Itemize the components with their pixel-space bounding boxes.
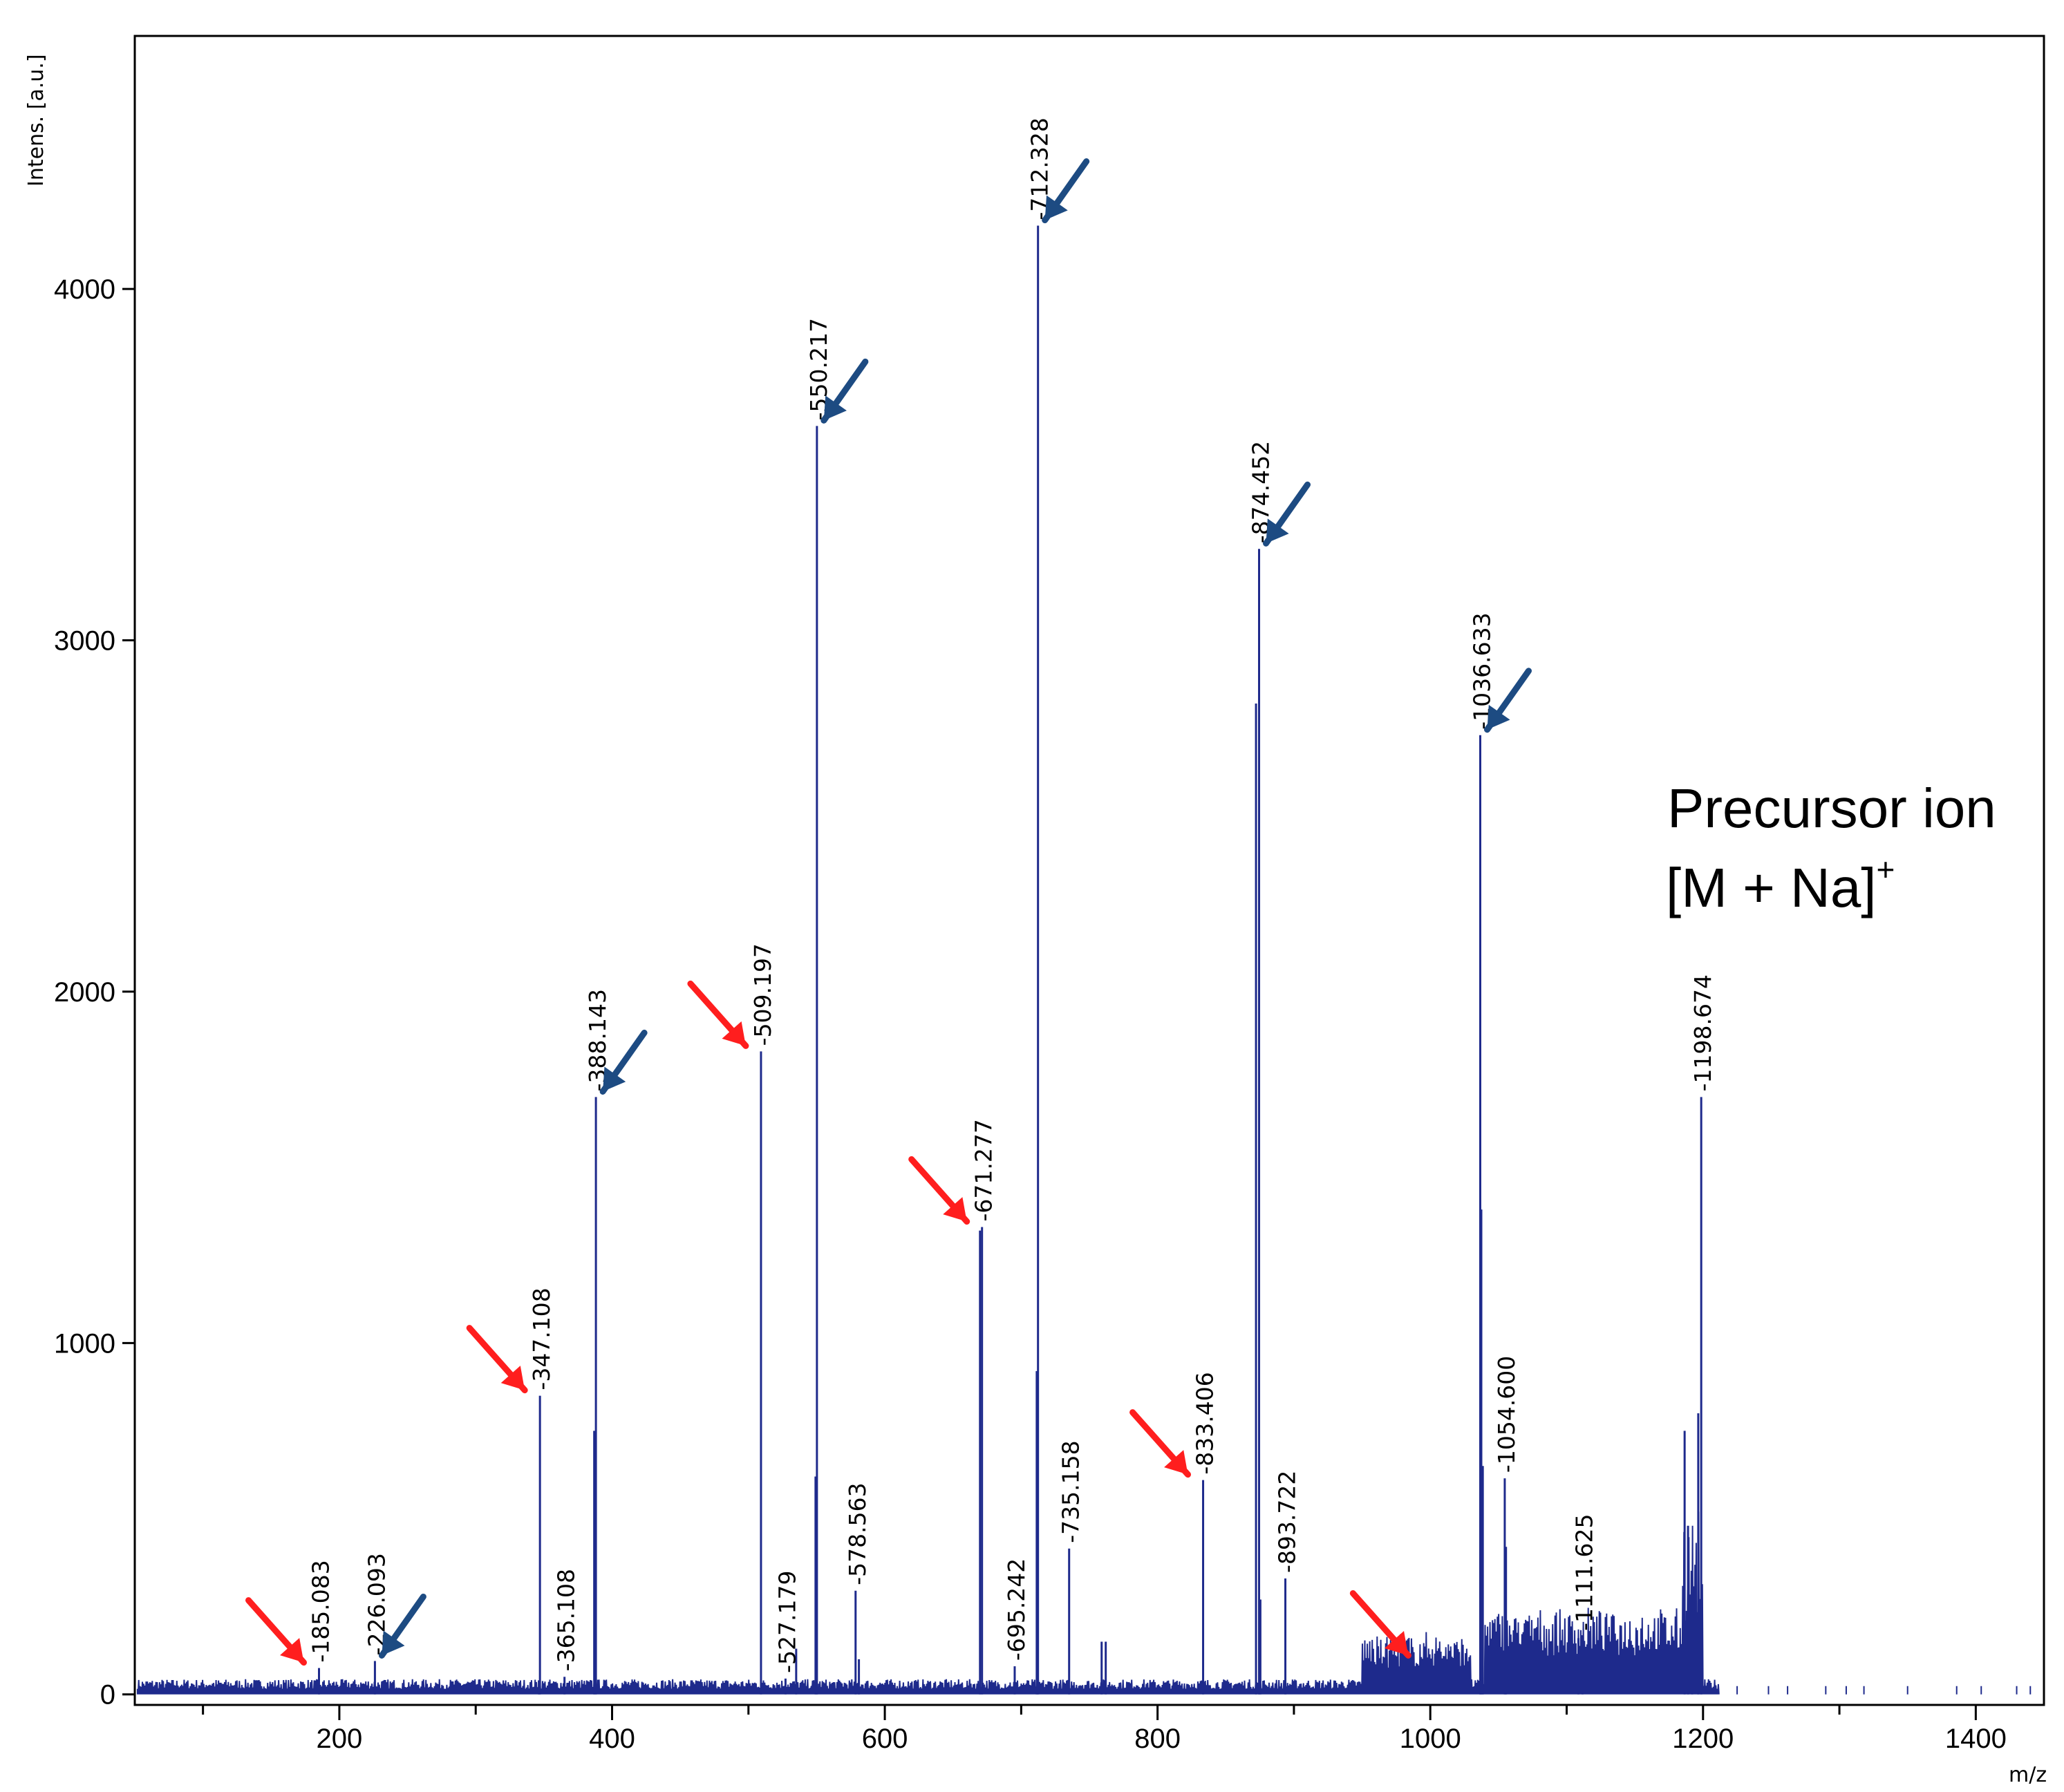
peak-label: -365.108 [553,1569,580,1671]
precursor-formula-charge: + [1877,851,1895,887]
peak-label: -1054.600 [1493,1356,1520,1473]
y-tick-label: 2000 [54,977,115,1008]
red-arrow [466,1325,528,1394]
precursor-ion-label: Precursor ion [1667,777,1996,839]
blue-arrow [1483,668,1532,733]
y-tick-label: 1000 [54,1328,115,1359]
x-axis-label: m/z [2009,1763,2047,1787]
arrow-head [1487,704,1510,730]
arrow-head [280,1638,304,1663]
red-arrow [1349,1590,1411,1659]
x-tick-label: 800 [1134,1724,1181,1754]
arrow-head [382,1630,405,1656]
baseline-noise-trace [136,1511,1720,1695]
x-tick-label: 200 [317,1724,363,1754]
peak-label: -527.179 [773,1570,800,1672]
blue-arrow [599,1029,648,1095]
arrow-head [823,395,847,421]
peak-label: -671.277 [970,1119,997,1221]
red-arrow [908,1156,970,1225]
y-tick-label: 4000 [54,274,115,305]
arrow-head [943,1197,967,1222]
arrow-head [1044,195,1068,220]
arrow-head [1164,1450,1188,1475]
blue-arrow [820,358,869,424]
annotation-arrows [245,158,1532,1666]
axis-ticks: 0 1000 2000 3000 4000 200 400 600 800 1000 1200 140… [54,274,2007,1754]
peak-label: -578.563 [844,1482,871,1585]
x-tick-label: 1400 [1945,1724,2007,1754]
blue-arrow [378,1593,426,1659]
red-arrow [687,980,749,1049]
peak-label: -695.242 [1003,1558,1030,1661]
y-tick-label: 3000 [54,625,115,656]
precursor-formula-label: [M + Na]+ [1666,851,1895,918]
arrow-head [1384,1631,1409,1656]
baseline-noise [136,1511,2032,1695]
x-tick-label: 1200 [1672,1724,1734,1754]
spectrum-peaks [317,225,1702,1695]
peak-label: -735.158 [1058,1440,1085,1543]
x-tick-label: 1000 [1400,1724,1461,1754]
plot-frame [133,35,2045,1706]
arrow-head [500,1366,525,1390]
arrow-head [722,1021,746,1046]
red-arrow [1129,1409,1192,1478]
peak-label: -185.083 [307,1560,334,1662]
arrow-head [1266,518,1289,544]
peak-label: -893.722 [1274,1471,1301,1573]
blue-arrow [1263,481,1311,547]
y-axis-label: Intens. [a.u.] [24,54,48,187]
arrow-head [603,1066,626,1092]
peak-label: -1111.625 [1570,1513,1597,1630]
red-arrow [245,1597,307,1666]
peak-label: -509.197 [749,943,776,1046]
peak-label: -1198.674 [1689,974,1716,1091]
x-tick-label: 400 [589,1724,635,1754]
blue-arrow [1042,158,1090,224]
precursor-formula-main: [M + Na] [1666,857,1877,918]
x-tick-label: 600 [862,1724,908,1754]
y-tick-label: 0 [100,1680,115,1710]
peak-label: -347.108 [528,1288,555,1390]
peak-label: -833.406 [1192,1372,1219,1474]
peak-labels: -185.083 -226.093-347.108-365.108-388.143… [307,117,1716,1673]
